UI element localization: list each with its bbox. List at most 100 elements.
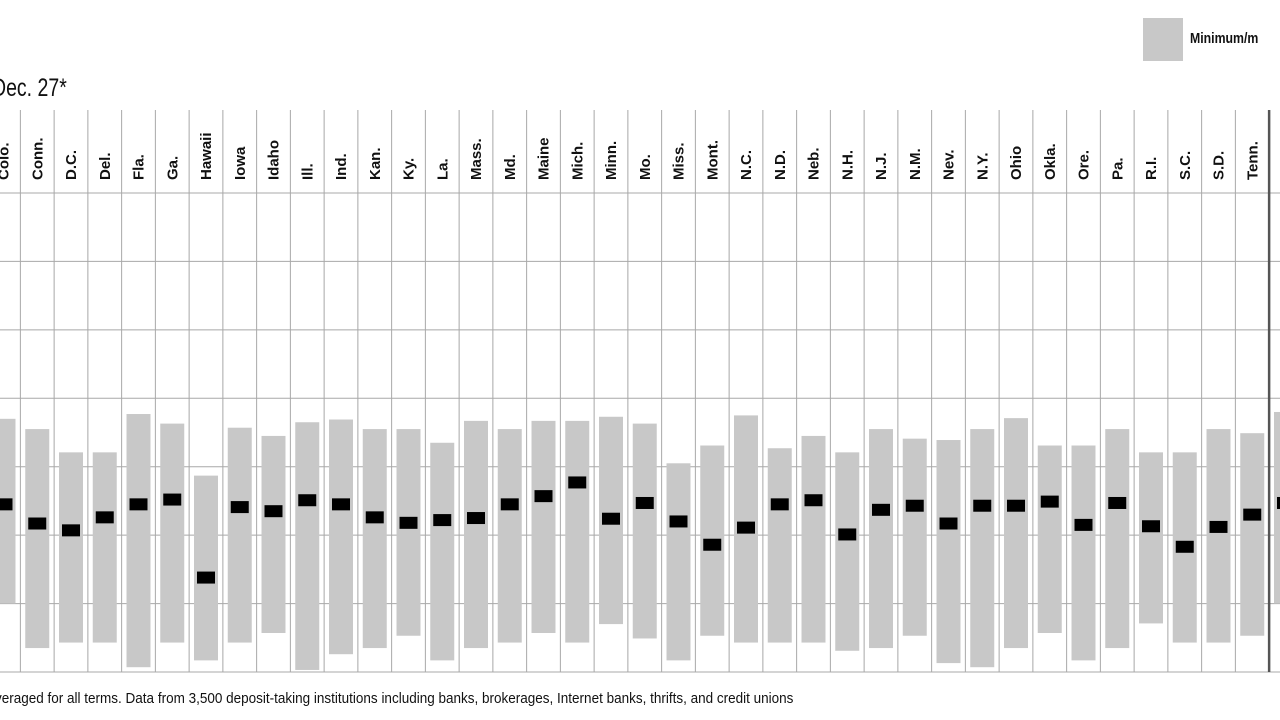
average-mark-idaho xyxy=(264,505,283,518)
category-label: Okla. xyxy=(1042,143,1059,180)
average-mark-tex xyxy=(1277,496,1280,509)
average-mark-ohio xyxy=(1007,499,1025,512)
range-bar-ind xyxy=(329,419,353,655)
average-mark-pa xyxy=(1108,496,1127,509)
category-label: Tenn. xyxy=(1244,141,1261,180)
average-mark-fla xyxy=(129,498,148,511)
average-mark-dc xyxy=(62,524,80,537)
category-label: Mont. xyxy=(704,140,721,180)
average-mark-ky xyxy=(399,516,418,529)
range-bar-nd xyxy=(767,448,792,643)
range-bar-dc xyxy=(59,452,83,643)
category-labels: Colo. Conn. D.C. Del. Fla. Ga. Hawaii Iowa Idaho… xyxy=(0,132,1280,180)
category-label: Minn. xyxy=(603,141,620,180)
category-label: N.Y. xyxy=(974,152,991,180)
category-label: S.C. xyxy=(1177,151,1194,180)
average-mark-minn xyxy=(602,512,620,525)
average-mark-kan xyxy=(365,511,384,524)
average-mark-nh xyxy=(838,528,857,541)
average-mark-nm xyxy=(905,499,924,512)
range-bar-idaho xyxy=(261,435,286,633)
average-mark-mich xyxy=(568,476,587,489)
category-label: Mass. xyxy=(468,138,485,180)
range-bars xyxy=(0,411,1280,670)
category-label: Ore. xyxy=(1076,150,1093,180)
range-bar-ga xyxy=(160,423,185,643)
average-mark-tenn xyxy=(1243,508,1262,521)
range-bar-colo xyxy=(0,418,16,604)
range-bar-nm xyxy=(902,438,927,636)
category-label: Hawaii xyxy=(198,132,215,180)
average-mark-ri xyxy=(1142,520,1160,533)
category-label: Del. xyxy=(97,152,114,180)
range-bar-hawaii xyxy=(194,475,218,661)
range-bar-nev xyxy=(936,440,961,664)
category-label: Mo. xyxy=(637,154,654,180)
average-mark-ill xyxy=(298,494,317,507)
range-bar-nj xyxy=(869,429,893,649)
average-mark-la xyxy=(433,514,452,527)
category-label: S.D. xyxy=(1211,151,1228,180)
range-bar-ill xyxy=(295,422,320,670)
average-mark-okla xyxy=(1040,495,1059,508)
category-label: Nev. xyxy=(941,149,958,180)
category-label: Maine xyxy=(536,137,553,180)
average-mark-mo xyxy=(635,496,654,509)
range-bar-nh xyxy=(835,452,860,651)
range-bar-md xyxy=(497,429,522,643)
range-bar-mich xyxy=(565,420,590,643)
range-bar-fla xyxy=(126,414,151,668)
category-label: Conn. xyxy=(29,138,46,181)
category-label: N.H. xyxy=(839,150,856,180)
category-label: Ohio xyxy=(1008,146,1025,180)
average-mark-nd xyxy=(770,498,789,511)
category-label: Ind. xyxy=(333,153,350,180)
range-bar-miss xyxy=(666,463,691,661)
category-label: Miss. xyxy=(671,142,688,180)
category-label: Tex. xyxy=(1278,151,1280,180)
category-label: Mich. xyxy=(569,142,586,180)
range-bar-mass xyxy=(464,420,488,649)
range-bar-neb xyxy=(801,435,826,643)
category-label: Ky. xyxy=(401,158,418,180)
category-label: Idaho xyxy=(266,140,283,180)
range-bar-del xyxy=(92,452,117,643)
category-label: Ill. xyxy=(299,163,316,180)
range-bar-conn xyxy=(25,429,50,649)
range-bar-pa xyxy=(1105,429,1130,649)
average-mark-ny xyxy=(973,499,992,512)
range-bar-ore xyxy=(1071,445,1096,661)
average-mark-del xyxy=(95,511,114,524)
range-bar-sd xyxy=(1206,429,1231,643)
category-label: Neb. xyxy=(806,147,823,180)
range-bar-ohio xyxy=(1004,418,1028,649)
category-label: N.D. xyxy=(772,150,789,180)
chart-subtitle: Dec. 27* xyxy=(0,74,67,102)
average-mark-sd xyxy=(1209,520,1228,533)
range-bar-ny xyxy=(970,429,995,668)
range-bar-tenn xyxy=(1240,433,1265,636)
average-mark-mass xyxy=(467,512,485,525)
average-mark-nc xyxy=(737,521,755,534)
range-bar-okla xyxy=(1037,445,1062,633)
category-label: Colo. xyxy=(0,143,13,181)
footnote: veraged for all terms. Data from 3,500 d… xyxy=(0,690,794,707)
range-bar-ri xyxy=(1139,452,1163,624)
category-label: R.I. xyxy=(1143,157,1160,180)
average-mark-neb xyxy=(804,494,823,507)
category-label: N.J. xyxy=(873,152,890,180)
category-label: D.C. xyxy=(63,150,80,180)
category-label: La. xyxy=(434,158,451,180)
category-label: Ga. xyxy=(164,156,181,180)
range-bar-iowa xyxy=(227,427,252,643)
average-mark-ind xyxy=(332,498,350,511)
legend-label: Minimum/m xyxy=(1190,30,1259,47)
average-mark-colo xyxy=(0,498,13,511)
category-label: Fla. xyxy=(131,154,148,180)
average-mark-md xyxy=(500,498,519,511)
average-mark-mont xyxy=(703,538,722,551)
category-label: Pa. xyxy=(1109,157,1126,180)
category-label: N.C. xyxy=(738,150,755,180)
category-label: Kan. xyxy=(367,147,384,180)
